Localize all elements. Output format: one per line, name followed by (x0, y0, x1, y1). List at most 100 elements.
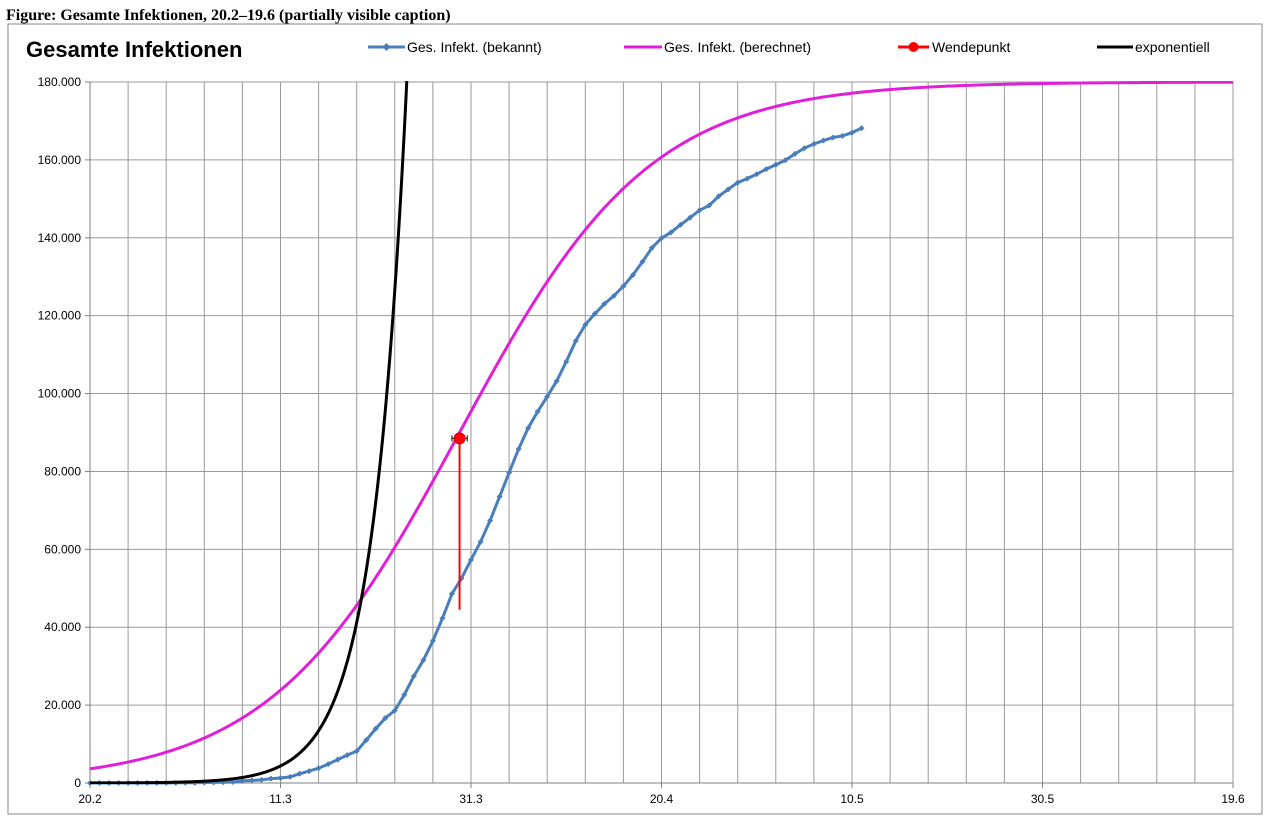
legend-label-berechnet: Ges. Infekt. (berechnet) (664, 39, 811, 55)
data-point-bekannt (687, 214, 694, 221)
data-point-bekannt (791, 150, 798, 157)
x-tick-label: 20.4 (650, 792, 674, 806)
data-point-bekannt (677, 221, 684, 228)
series-line-exponentiell (90, 81, 409, 784)
data-point-bekannt (353, 748, 360, 755)
data-point-bekannt (420, 657, 427, 664)
x-tick-label: 31.3 (459, 792, 483, 806)
y-tick-label: 180.000 (38, 75, 82, 89)
data-point-bekannt (849, 129, 855, 136)
data-point-bekannt (829, 134, 836, 141)
x-tick-label: 19.6 (1221, 792, 1245, 806)
x-axis-ticks: 20.2 11.3 31.3 20.4 10.5 30.5 19.6 (78, 783, 1245, 806)
series-line-berechnet (90, 81, 1233, 771)
chart-frame (7, 23, 1263, 815)
x-tick-label: 10.5 (840, 792, 864, 806)
legend: Ges. Infekt. (bekannt) Ges. Infekt. (ber… (368, 39, 1210, 55)
y-tick-label: 60.000 (44, 542, 81, 556)
data-point-bekannt (544, 393, 551, 400)
data-point-bekannt (744, 175, 751, 182)
data-point-bekannt (601, 300, 608, 307)
data-point-bekannt (325, 761, 332, 768)
series-berechnet (90, 81, 1233, 771)
data-point-bekannt (401, 691, 408, 698)
data-point-bekannt (258, 776, 265, 783)
data-point-bekannt (763, 166, 770, 173)
y-tick-label: 80.000 (44, 464, 81, 478)
data-point-bekannt (468, 556, 474, 563)
y-axis-ticks: 0 20.000 40.000 60.000 80.000 100.000 120.000 1… (38, 75, 90, 790)
data-point-bekannt (296, 770, 303, 777)
data-point-bekannt (810, 141, 817, 148)
legend-item-berechnet: Ges. Infekt. (berechnet) (624, 39, 811, 55)
data-point-bekannt (553, 377, 560, 384)
data-point-bekannt (629, 271, 636, 278)
data-point-bekannt (772, 161, 779, 168)
y-tick-label: 0 (74, 776, 81, 790)
data-point-bekannt (734, 179, 741, 186)
data-point-bekannt (448, 590, 455, 597)
data-point-bekannt (334, 756, 341, 763)
data-point-bekannt (696, 207, 703, 214)
data-point-bekannt (839, 132, 846, 139)
data-point-bekannt (858, 125, 865, 132)
data-point-bekannt (363, 737, 370, 744)
data-point-bekannt (668, 229, 675, 236)
data-point-bekannt (429, 637, 436, 644)
data-point-bekannt (648, 244, 655, 251)
y-tick-label: 160.000 (38, 153, 82, 167)
data-point-bekannt (382, 715, 389, 722)
data-point-bekannt (582, 321, 589, 328)
y-tick-label: 20.000 (44, 698, 81, 712)
wendepunkt-marker (453, 432, 466, 445)
data-point-bekannt (477, 538, 484, 545)
data-point-bekannt (620, 283, 627, 290)
data-point-bekannt (525, 424, 532, 431)
x-tick-label: 11.3 (269, 792, 292, 806)
data-point-bekannt (287, 773, 294, 780)
data-point-bekannt (315, 765, 322, 772)
data-point-bekannt (410, 673, 417, 680)
legend-marker-wendepunkt (908, 42, 919, 52)
legend-marker-bekannt (382, 43, 391, 51)
legend-item-exponentiell: exponentiell (1097, 39, 1210, 55)
data-point-bekannt (725, 186, 732, 193)
data-point-bekannt (277, 774, 284, 781)
data-point-bekannt (706, 202, 713, 209)
data-point-bekannt (820, 137, 827, 144)
data-point-bekannt (372, 725, 379, 732)
data-point-bekannt (344, 752, 351, 759)
data-point-bekannt (496, 493, 503, 500)
header-caption: Figure: Gesamte Infektionen, 20.2–19.6 (… (6, 7, 451, 24)
data-point-bekannt (715, 193, 722, 200)
data-point-bekannt (639, 258, 646, 265)
series-exponentiell (90, 81, 409, 784)
data-point-bekannt (267, 775, 274, 782)
data-point-bekannt (391, 707, 398, 714)
data-point-bekannt (753, 171, 760, 178)
x-tick-label: 30.5 (1031, 792, 1055, 806)
data-point-bekannt (248, 777, 255, 784)
data-point-bekannt (515, 445, 522, 452)
data-point-bekannt (506, 469, 513, 476)
x-tick-label: 20.2 (78, 792, 102, 806)
data-point-bekannt (572, 337, 579, 344)
chart-title: Gesamte Infektionen (26, 37, 242, 62)
series-line-bekannt (90, 126, 863, 785)
y-tick-label: 100.000 (38, 387, 82, 401)
legend-item-bekannt: Ges. Infekt. (bekannt) (368, 39, 542, 55)
data-point-bekannt (563, 358, 570, 365)
y-tick-label: 40.000 (44, 620, 81, 634)
data-point-bekannt (487, 517, 494, 524)
data-point-bekannt (610, 292, 617, 299)
series-wendepunkt (451, 432, 468, 610)
data-point-bekannt (658, 235, 665, 242)
data-point-bekannt (534, 408, 541, 415)
data-point-bekannt (801, 145, 808, 152)
data-point-bekannt (306, 768, 313, 775)
legend-label-bekannt: Ges. Infekt. (bekannt) (407, 39, 542, 55)
data-point-bekannt (591, 310, 598, 317)
data-point-bekannt (239, 777, 246, 784)
data-point-bekannt (782, 157, 789, 164)
